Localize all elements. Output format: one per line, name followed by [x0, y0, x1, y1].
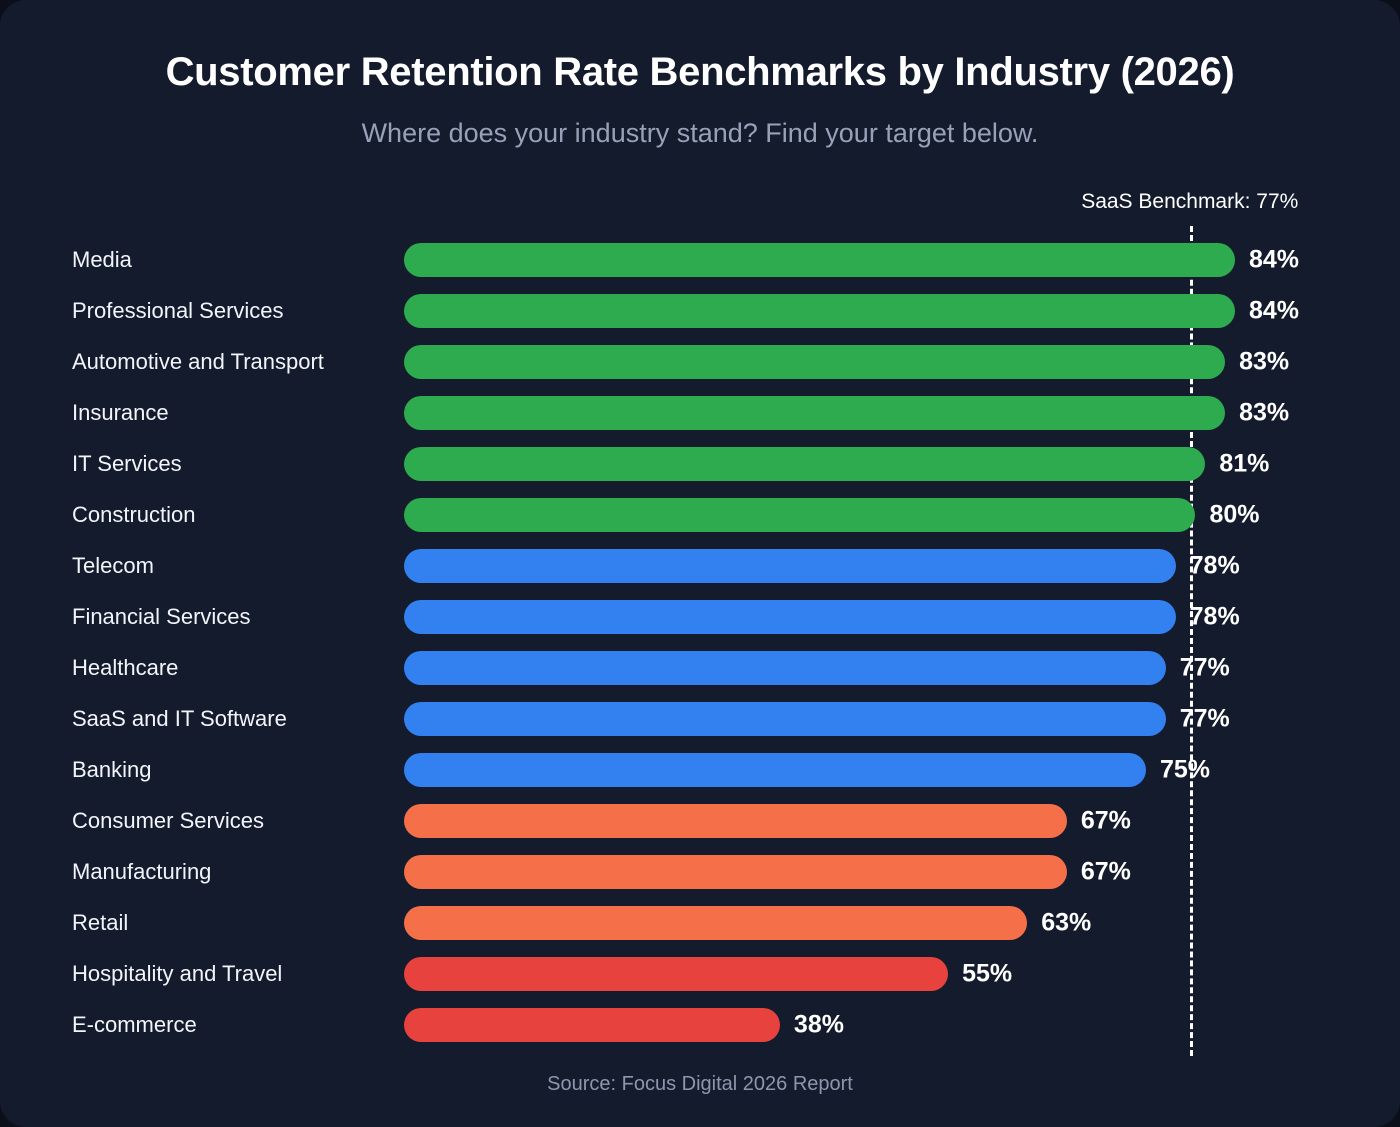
bar-value-label: 81%: [1219, 449, 1270, 477]
bar-value-label: 77%: [1179, 704, 1230, 732]
bar-row[interactable]: Hospitality and Travel 55%: [0, 948, 1400, 999]
bar-value-label: 78%: [1189, 602, 1240, 630]
bar-row[interactable]: Financial Services 78%: [0, 591, 1400, 642]
bar[interactable]: [404, 497, 1196, 532]
bar-value-label: 78%: [1189, 551, 1240, 579]
bar-row[interactable]: Consumer Services 67%: [0, 795, 1400, 846]
bar[interactable]: [404, 752, 1146, 787]
saas-benchmark-line: [1189, 226, 1193, 1056]
bar[interactable]: [404, 293, 1235, 328]
bar-value-label: 63%: [1041, 908, 1092, 936]
bar-value-label: 55%: [962, 959, 1013, 987]
bar-value-label: 67%: [1080, 806, 1131, 834]
bar[interactable]: [404, 956, 949, 991]
bar-row[interactable]: Professional Services 84%: [0, 285, 1400, 336]
bar-value-label: 83%: [1239, 347, 1290, 375]
bar-row[interactable]: Automotive and Transport 83%: [0, 336, 1400, 387]
bar-row[interactable]: Healthcare 77%: [0, 642, 1400, 693]
chart-subtitle: Where does your industry stand? Find you…: [361, 118, 1039, 148]
bar[interactable]: [404, 854, 1067, 889]
bar-row[interactable]: Media 84%: [0, 234, 1400, 285]
bar-value-label: 80%: [1209, 500, 1260, 528]
chart-source-note: Source: Focus Digital 2026 Report: [547, 1073, 853, 1095]
bar-value-label: 38%: [793, 1010, 844, 1038]
bar-value-label: 67%: [1080, 857, 1131, 885]
category-label: Banking: [72, 756, 152, 782]
category-label: Financial Services: [72, 603, 251, 629]
category-label: Professional Services: [72, 297, 284, 323]
category-label: Media: [72, 246, 132, 272]
bar[interactable]: [404, 803, 1067, 838]
bar-value-label: 75%: [1159, 755, 1211, 783]
bar[interactable]: [404, 1007, 780, 1042]
bar[interactable]: [404, 650, 1166, 685]
bar[interactable]: [404, 344, 1226, 379]
bar-value-label: 84%: [1249, 245, 1300, 273]
bar[interactable]: [404, 395, 1226, 430]
bar-value-label: 77%: [1179, 653, 1230, 681]
bar-value-label: 83%: [1239, 398, 1290, 426]
category-label: Consumer Services: [72, 807, 264, 833]
bar-row[interactable]: Telecom 78%: [0, 540, 1400, 591]
bar[interactable]: [404, 446, 1206, 481]
bar-row[interactable]: SaaS and IT Software 77%: [0, 693, 1400, 744]
category-label: Automotive and Transport: [72, 348, 324, 374]
category-label: Insurance: [72, 399, 169, 425]
bar[interactable]: [404, 599, 1176, 634]
bar[interactable]: [404, 242, 1235, 277]
category-label: Telecom: [72, 552, 154, 578]
bar-row[interactable]: Manufacturing 67%: [0, 846, 1400, 897]
bar-row[interactable]: IT Services 81%: [0, 438, 1400, 489]
category-label: SaaS and IT Software: [72, 705, 287, 731]
bar-row[interactable]: Banking 75%: [0, 744, 1400, 795]
bar[interactable]: [404, 548, 1176, 583]
category-label: E-commerce: [72, 1011, 197, 1037]
bar-row[interactable]: Construction 80%: [0, 489, 1400, 540]
bar[interactable]: [404, 701, 1166, 736]
bar-value-label: 84%: [1249, 296, 1300, 324]
saas-benchmark-label: SaaS Benchmark: 77%: [1081, 190, 1299, 213]
category-label: Hospitality and Travel: [72, 960, 283, 986]
category-label: Healthcare: [72, 654, 179, 680]
chart-title: Customer Retention Rate Benchmarks by In…: [165, 50, 1235, 94]
bar-row[interactable]: Insurance 83%: [0, 387, 1400, 438]
category-label: Manufacturing: [72, 858, 212, 884]
category-label: Construction: [72, 501, 196, 527]
category-label: Retail: [72, 909, 129, 935]
bar-row[interactable]: E-commerce 38%: [0, 999, 1400, 1050]
bar-row[interactable]: Retail 63%: [0, 897, 1400, 948]
bar[interactable]: [404, 905, 1028, 940]
category-label: IT Services: [72, 450, 182, 476]
